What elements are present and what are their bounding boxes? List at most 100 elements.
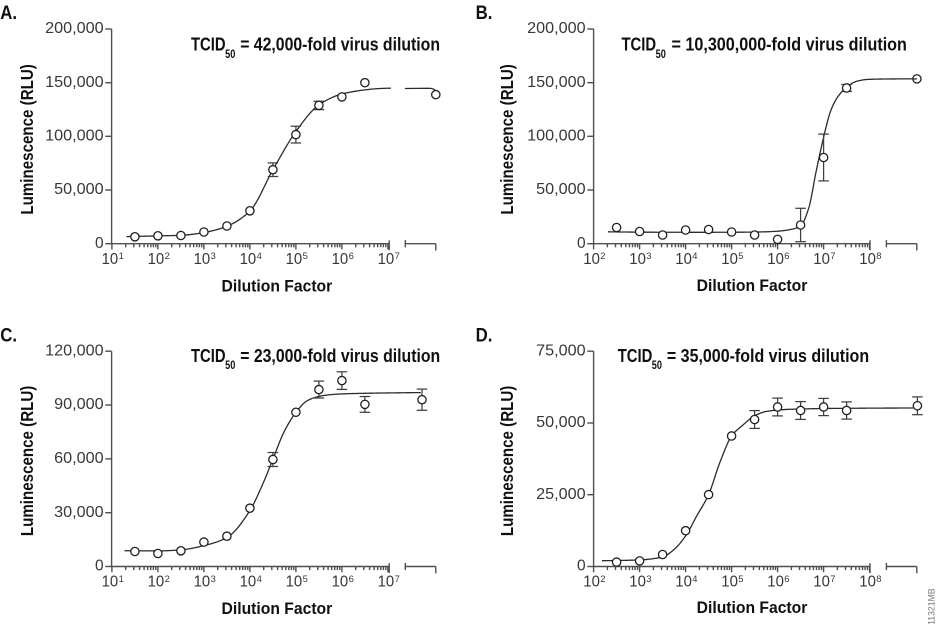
svg-text:Luminescence (RLU): Luminescence (RLU) <box>17 386 37 537</box>
svg-text:10: 10 <box>102 574 119 591</box>
svg-text:1: 1 <box>119 250 124 261</box>
svg-text:30,000: 30,000 <box>54 504 104 521</box>
svg-text:7: 7 <box>830 250 835 261</box>
svg-text:8: 8 <box>876 250 881 261</box>
svg-text:4: 4 <box>692 573 697 584</box>
svg-text:= 23,000-fold virus dilution: = 23,000-fold virus dilution <box>240 345 440 366</box>
svg-text:10: 10 <box>332 574 349 591</box>
svg-text:TCID: TCID <box>618 345 653 366</box>
svg-text:10: 10 <box>767 574 784 591</box>
svg-text:50: 50 <box>656 47 667 61</box>
svg-text:10: 10 <box>813 574 830 591</box>
svg-text:6: 6 <box>349 573 354 584</box>
svg-text:0: 0 <box>577 558 586 575</box>
svg-text:6: 6 <box>349 250 354 261</box>
svg-text:100,000: 100,000 <box>527 128 586 145</box>
svg-text:50: 50 <box>225 47 236 61</box>
svg-text:6: 6 <box>784 250 789 261</box>
svg-text:50: 50 <box>225 358 236 372</box>
svg-text:10: 10 <box>286 251 303 268</box>
svg-text:10: 10 <box>378 251 395 268</box>
svg-text:10: 10 <box>194 574 211 591</box>
svg-text:7: 7 <box>395 573 400 584</box>
svg-text:200,000: 200,000 <box>527 20 586 37</box>
svg-text:= 10,300,000-fold virus diluti: = 10,300,000-fold virus dilution <box>672 34 907 55</box>
svg-text:60,000: 60,000 <box>54 450 104 467</box>
svg-text:50: 50 <box>652 358 663 372</box>
svg-text:50,000: 50,000 <box>536 414 586 431</box>
svg-text:= 35,000-fold virus dilution: = 35,000-fold virus dilution <box>667 345 869 366</box>
svg-text:50,000: 50,000 <box>54 181 104 198</box>
svg-text:4: 4 <box>257 573 262 584</box>
svg-text:Dilution Factor: Dilution Factor <box>222 599 333 618</box>
svg-text:4: 4 <box>257 250 262 261</box>
svg-text:10: 10 <box>194 251 211 268</box>
svg-text:TCID: TCID <box>191 34 226 55</box>
svg-text:150,000: 150,000 <box>45 74 104 91</box>
svg-text:4: 4 <box>692 250 697 261</box>
svg-text:150,000: 150,000 <box>527 74 586 91</box>
svg-text:90,000: 90,000 <box>54 396 104 413</box>
svg-text:TCID: TCID <box>622 34 657 55</box>
svg-text:10: 10 <box>629 574 646 591</box>
svg-text:C.: C. <box>0 325 17 347</box>
svg-text:10: 10 <box>675 574 692 591</box>
svg-text:Luminescence (RLU): Luminescence (RLU) <box>17 64 37 215</box>
svg-text:200,000: 200,000 <box>45 20 104 37</box>
svg-text:5: 5 <box>303 573 308 584</box>
svg-text:5: 5 <box>303 250 308 261</box>
svg-text:10: 10 <box>583 574 600 591</box>
svg-text:3: 3 <box>211 573 216 584</box>
svg-text:10: 10 <box>148 251 165 268</box>
svg-text:3: 3 <box>646 573 651 584</box>
svg-text:10: 10 <box>583 251 600 268</box>
svg-text:50,000: 50,000 <box>536 181 586 198</box>
svg-text:25,000: 25,000 <box>536 486 586 503</box>
svg-text:8: 8 <box>876 573 881 584</box>
svg-text:Luminescence (RLU): Luminescence (RLU) <box>497 64 517 215</box>
svg-text:0: 0 <box>95 235 104 252</box>
svg-text:0: 0 <box>577 235 586 252</box>
svg-text:5: 5 <box>738 573 743 584</box>
svg-text:75,000: 75,000 <box>536 342 586 359</box>
svg-text:10: 10 <box>859 251 876 268</box>
svg-text:2: 2 <box>600 573 605 584</box>
svg-text:7: 7 <box>830 573 835 584</box>
svg-text:10: 10 <box>859 574 876 591</box>
svg-text:6: 6 <box>784 573 789 584</box>
svg-text:5: 5 <box>738 250 743 261</box>
svg-text:10: 10 <box>148 574 165 591</box>
svg-text:3: 3 <box>646 250 651 261</box>
svg-text:D.: D. <box>476 325 493 347</box>
svg-text:10: 10 <box>629 251 646 268</box>
svg-text:10: 10 <box>721 251 738 268</box>
svg-text:10: 10 <box>286 574 303 591</box>
svg-text:10: 10 <box>813 251 830 268</box>
svg-text:2: 2 <box>600 250 605 261</box>
svg-text:Dilution Factor: Dilution Factor <box>222 277 333 296</box>
svg-text:10: 10 <box>240 251 257 268</box>
svg-text:10: 10 <box>102 251 119 268</box>
svg-text:Luminescence (RLU): Luminescence (RLU) <box>497 386 517 537</box>
svg-text:0: 0 <box>95 558 104 575</box>
svg-text:10: 10 <box>240 574 257 591</box>
svg-text:10: 10 <box>721 574 738 591</box>
svg-text:10: 10 <box>675 251 692 268</box>
svg-text:3: 3 <box>211 250 216 261</box>
svg-text:TCID: TCID <box>191 345 226 366</box>
svg-text:11321MB: 11321MB <box>926 588 936 624</box>
svg-text:1: 1 <box>119 573 124 584</box>
svg-text:10: 10 <box>332 251 349 268</box>
svg-text:2: 2 <box>165 573 170 584</box>
svg-text:A.: A. <box>0 2 17 24</box>
svg-text:10: 10 <box>378 574 395 591</box>
svg-text:100,000: 100,000 <box>45 128 104 145</box>
svg-text:2: 2 <box>165 250 170 261</box>
svg-text:120,000: 120,000 <box>45 342 104 359</box>
svg-text:7: 7 <box>395 250 400 261</box>
svg-text:10: 10 <box>767 251 784 268</box>
svg-text:Dilution Factor: Dilution Factor <box>697 598 808 617</box>
svg-text:= 42,000-fold virus dilution: = 42,000-fold virus dilution <box>240 34 440 55</box>
svg-text:B.: B. <box>476 2 493 24</box>
svg-text:Dilution Factor: Dilution Factor <box>697 276 808 295</box>
